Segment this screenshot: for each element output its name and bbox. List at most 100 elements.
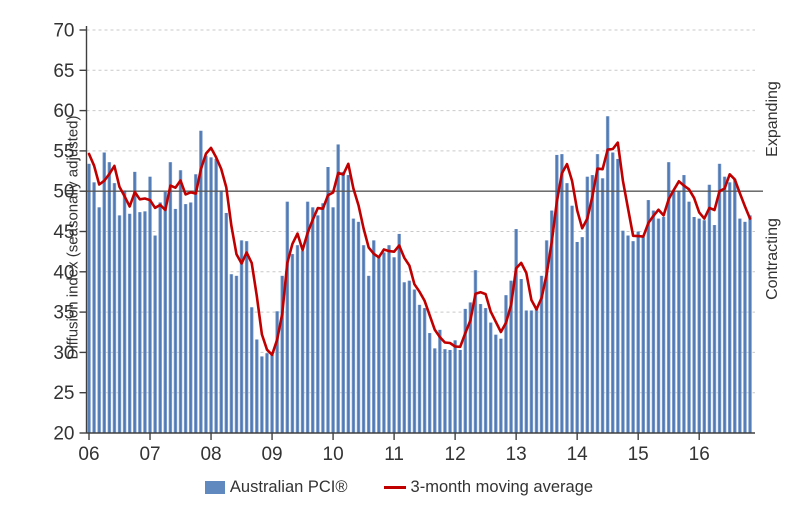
pci-bar: [534, 307, 539, 433]
y-tick-label: 40: [53, 262, 74, 283]
pci-bar: [743, 221, 747, 433]
pci-bar: [692, 216, 696, 433]
pci-bar: [148, 176, 152, 433]
pci-bar: [524, 310, 529, 433]
contracting-label: Contracting: [764, 218, 781, 300]
x-tick-label: 14: [567, 444, 589, 465]
pci-bar: [417, 304, 422, 433]
y-tick-label: 70: [53, 21, 74, 42]
x-tick-label: 16: [689, 444, 710, 465]
y-tick-label: 55: [53, 141, 74, 162]
pci-bar: [463, 308, 468, 433]
pci-bar: [300, 250, 305, 433]
pci-bar: [595, 154, 600, 433]
pci-bar: [529, 310, 534, 433]
pci-bar: [748, 215, 752, 433]
y-tick-label: 45: [53, 222, 74, 243]
pci-bar: [265, 353, 269, 433]
pci-bar: [366, 275, 371, 433]
y-tick-label: 35: [53, 303, 74, 324]
pci-bar: [336, 144, 340, 433]
pci-bar: [580, 237, 584, 433]
x-tick-label: 06: [78, 444, 99, 465]
pci-bar: [143, 211, 147, 433]
pci-bar: [727, 182, 732, 433]
pci-bar: [382, 252, 386, 433]
legend-label-ma: 3-month moving average: [410, 478, 594, 496]
pci-bar: [494, 334, 498, 433]
pci-bar: [321, 203, 325, 433]
y-axis-title: Diffusion index (seasonally adjusted): [64, 115, 82, 360]
pci-bar: [677, 191, 681, 433]
pci-bar: [183, 204, 188, 433]
pci-bar: [646, 200, 651, 433]
pci-bar: [717, 163, 722, 434]
pci-bar: [351, 218, 356, 433]
pci-bar: [575, 241, 579, 433]
pci-bar: [539, 275, 544, 433]
pci-bar: [234, 275, 239, 433]
pci-bar: [702, 220, 707, 433]
pci-bar: [295, 245, 300, 433]
pci-bar: [468, 302, 473, 433]
pci-bar: [138, 212, 142, 433]
pci-bar: [178, 170, 183, 434]
pci-bar-swatch-icon: [204, 481, 225, 494]
pci-bar: [488, 322, 493, 433]
pci-bar: [133, 171, 137, 434]
pci-bar: [433, 348, 437, 433]
y-tick-label: 20: [53, 424, 74, 445]
legend-item-pci: Australian PCI®: [204, 478, 348, 497]
pci-bar: [260, 356, 264, 433]
pci-bar: [224, 212, 229, 433]
pci-bar: [504, 295, 508, 433]
pci-bar: [514, 229, 518, 433]
pci-bar: [672, 190, 676, 433]
pci-bar: [372, 240, 376, 433]
pci-bar: [707, 184, 712, 433]
pci-bar: [285, 201, 290, 433]
pci-bar: [616, 158, 620, 433]
pci-bar: [377, 255, 381, 433]
pci-bar: [427, 333, 432, 433]
legend-label-pci: Australian PCI®: [229, 478, 348, 496]
pci-bar: [117, 215, 122, 433]
pci-bar: [544, 240, 549, 433]
pci-bar: [738, 218, 742, 433]
pci-bar: [412, 289, 417, 433]
pci-bar: [331, 207, 335, 433]
y-tick-label: 60: [53, 101, 74, 122]
pci-bar: [555, 154, 559, 433]
pci-bar: [438, 329, 442, 433]
pci-bar: [290, 254, 295, 433]
x-tick-label: 13: [506, 444, 527, 465]
x-tick-label: 07: [139, 444, 160, 465]
y-tick-label: 30: [53, 343, 74, 364]
x-tick-label: 15: [628, 444, 649, 465]
pci-bar: [214, 158, 218, 433]
pci-bar: [204, 155, 208, 434]
pci-bar: [605, 116, 610, 434]
pci-bar: [239, 240, 244, 433]
pci-bar: [127, 213, 132, 433]
x-tick-label: 11: [384, 444, 404, 465]
pci-bar: [636, 231, 640, 433]
expanding-label: Expanding: [764, 81, 781, 157]
pci-bar: [509, 280, 513, 433]
pci-bar: [112, 183, 117, 433]
pci-bar: [626, 235, 630, 433]
pci-bar: [687, 201, 691, 433]
pci-bar: [168, 162, 173, 433]
pci-bar: [392, 257, 396, 433]
pci-bar: [310, 207, 315, 433]
y-tick-label: 65: [53, 61, 74, 82]
pci-bar: [407, 280, 412, 433]
pci-bar: [280, 275, 284, 433]
pci-bar: [244, 241, 249, 433]
pci-bar: [194, 174, 198, 433]
pci-bar: [229, 274, 234, 433]
pci-bar: [275, 311, 279, 433]
pci-bar: [173, 208, 178, 433]
pci-bar: [326, 167, 330, 433]
